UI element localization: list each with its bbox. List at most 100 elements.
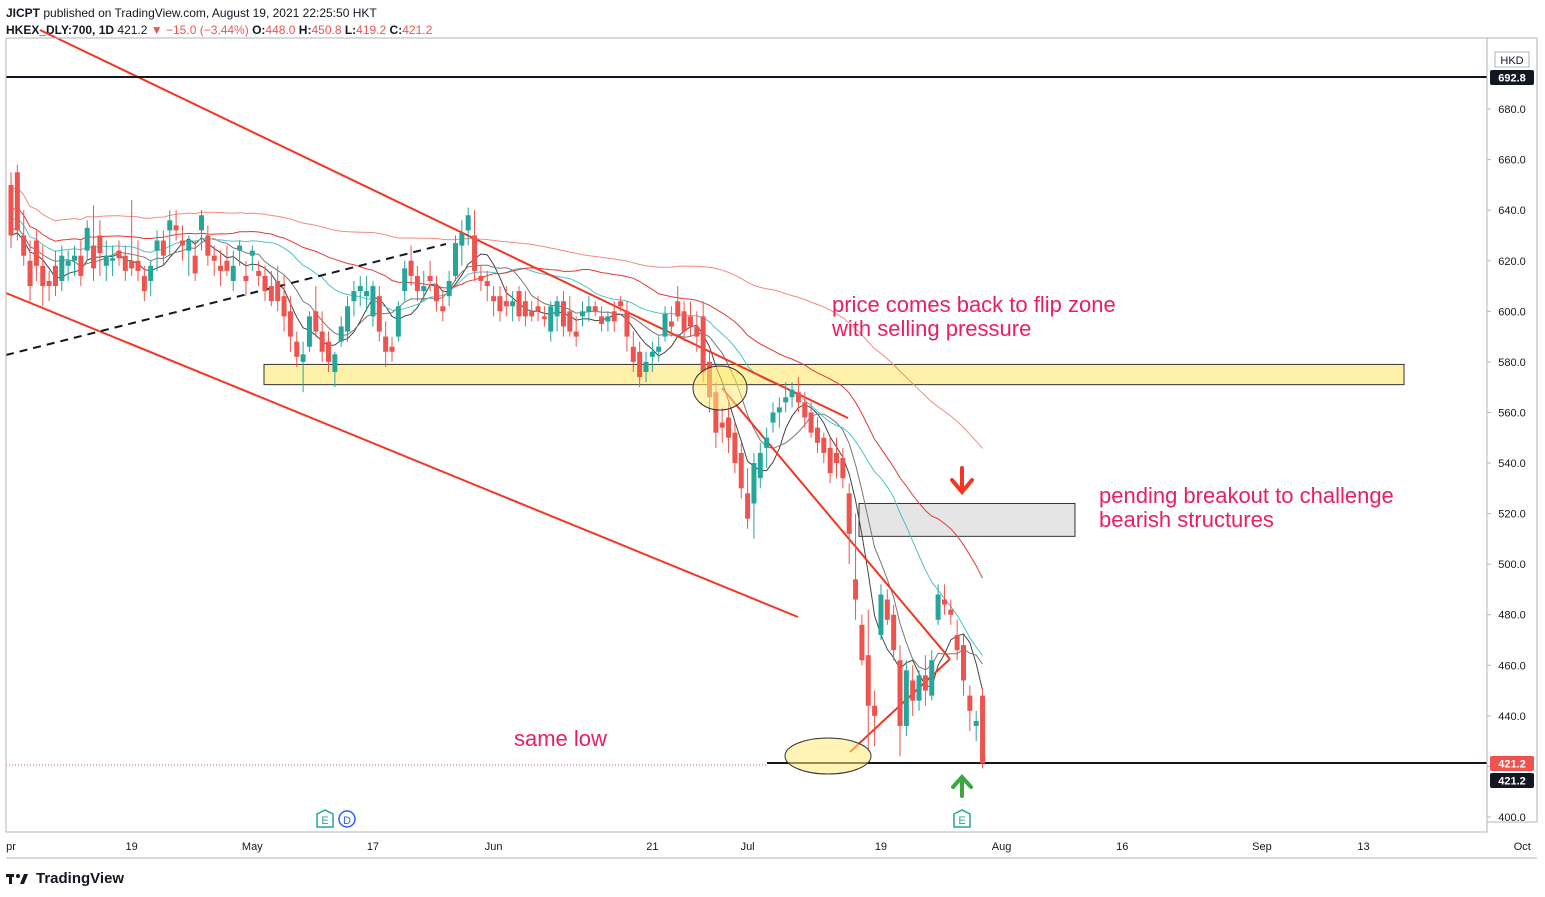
candle-body [110,258,116,261]
dividend-marker: D [338,810,356,828]
candle-body [961,645,966,681]
upper-channel-line [39,29,849,419]
candle-body [65,260,71,266]
tradingview-brand: TradingView [36,870,125,887]
annotation-flip-zone-line2: with selling pressure [831,316,1031,341]
candle-body [580,311,585,317]
tradingview-logo[interactable]: TradingView [6,870,124,887]
candle-body [922,675,928,691]
x-tick-label: Jun [485,841,503,853]
candle-body [694,326,700,337]
candle-body [154,240,160,251]
candle-body [643,361,649,373]
candle-body [916,675,922,701]
candle-body [148,265,154,281]
candle-body [630,346,636,362]
ma-red-line [10,207,983,579]
candle-body [230,265,236,281]
candle-body [745,493,751,519]
publish-info: JICPT published on TradingView.com, Augu… [6,6,377,20]
annotation-breakout-line2: bearish structures [1099,507,1274,532]
candle-body [332,354,338,373]
candle-body [770,412,776,423]
currency-label: HKD [1500,55,1523,67]
y-tick-label: 600.0 [1498,306,1526,318]
candle-body [281,296,287,317]
candle-body [687,316,693,327]
x-tick-label: 16 [1116,841,1128,853]
x-tick-label: Jul [741,841,755,853]
candle-body [618,301,624,307]
candle-body [808,412,814,433]
candle-body [129,260,135,269]
candle-body [516,291,522,317]
candle-body [440,306,446,312]
candle-body [459,232,465,246]
candle-body [364,291,370,297]
candle-body [897,660,903,726]
candle-body [497,296,503,312]
y-tick-label: 480.0 [1498,610,1526,622]
candle-body [929,660,935,696]
candle-body [421,286,427,292]
candle-body [186,240,192,251]
candle-body [510,301,516,307]
candle-body [872,705,878,716]
pending-breakout-box [858,502,1076,537]
open-value: 448.0 [265,23,296,37]
x-tick-label: Oct [1514,841,1531,853]
x-tick-label: 13 [1357,841,1369,853]
candle-body [192,255,198,274]
candle-body [319,331,325,352]
candle-body [802,402,808,418]
candle-body [846,493,852,534]
candle-body [789,389,795,398]
candle-body [33,240,39,266]
candle-body [948,609,954,615]
event-marker-letter: D [343,815,351,827]
candle-body [973,720,979,726]
up-arrow-shape [951,774,973,798]
candle-body [732,432,738,464]
candle-body [237,245,243,251]
annotation-flip-zone-line1: price comes back to flip zone [832,292,1116,317]
candle-body [326,341,331,362]
candle-body [122,255,128,271]
ma-salmon-line [10,186,983,449]
publisher-name[interactable]: JICPT [6,6,41,20]
candle-body [884,599,890,620]
candle-body [472,235,478,271]
candle-body [97,235,103,254]
close-label: C: [389,23,403,37]
candle-body [834,452,839,464]
candle-body [567,311,573,332]
candle-body [599,316,605,324]
x-tick-label: May [242,841,263,853]
candle-body [78,255,84,276]
symbol-name[interactable]: HKEX_DLY:700, 1D [6,23,115,37]
candle-body [59,255,65,281]
high-label: H: [298,23,312,37]
y-tick-label: 580.0 [1498,357,1526,369]
candle-body [700,316,706,373]
candle-body [656,346,662,352]
lower-channel-line [5,292,799,618]
y-tick-label: 400.0 [1498,812,1526,824]
candle-body [478,275,484,281]
candle-body [84,227,90,251]
candle-body [637,351,643,378]
currency-badge [1494,51,1530,68]
x-tick-label: pr [6,841,16,853]
price-label-text: 692.8 [1498,73,1526,85]
candle-body [72,255,77,261]
candle-body [414,275,420,292]
earnings-marker-shape [953,809,971,828]
earnings-marker: E [316,809,334,828]
candle-body [548,306,554,332]
candle-body [383,336,389,352]
x-tick-label: Aug [992,841,1012,853]
candle-body [878,594,884,635]
candle-body [910,680,916,701]
earnings-marker: E [953,809,971,828]
